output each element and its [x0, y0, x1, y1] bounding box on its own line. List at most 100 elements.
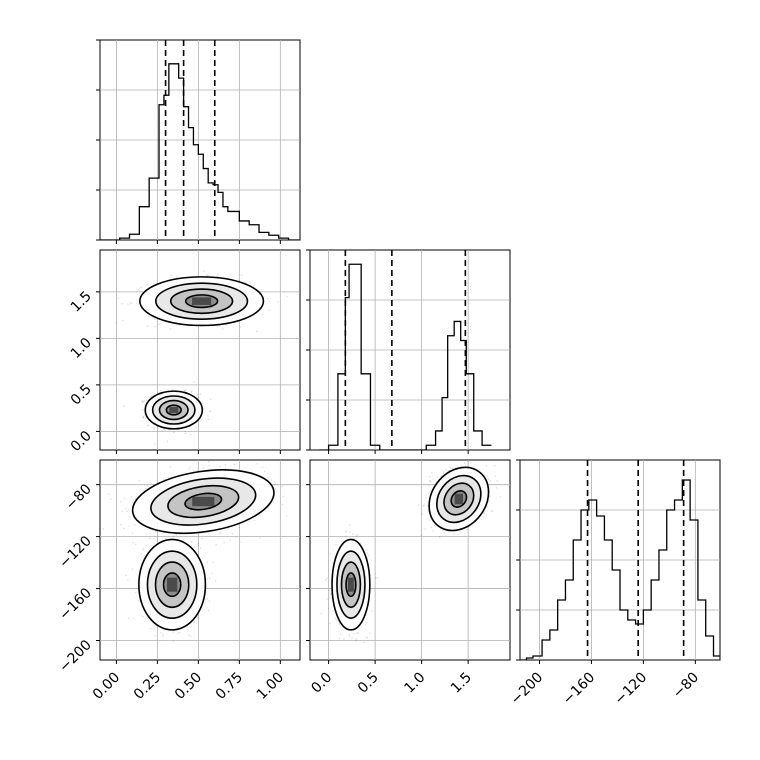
- scatter-point: [132, 541, 134, 544]
- scatter-point: [496, 480, 499, 482]
- scatter-point: [328, 589, 331, 592]
- scatter-point: [176, 632, 179, 635]
- scatter-point: [320, 612, 323, 615]
- scatter-point: [102, 528, 105, 530]
- scatter-point: [184, 389, 186, 392]
- scatter-point: [125, 574, 127, 577]
- scatter-point: [121, 302, 123, 305]
- scatter-point: [219, 465, 222, 468]
- scatter-point: [146, 617, 149, 619]
- scatter-point: [258, 514, 260, 516]
- scatter-point: [356, 533, 359, 536]
- scatter-point: [199, 393, 202, 395]
- scatter-point: [154, 634, 156, 637]
- scatter-point: [189, 635, 192, 637]
- scatter-point: [142, 415, 145, 418]
- scatter-point: [338, 623, 341, 625]
- scatter-point: [355, 535, 358, 537]
- scatter-point: [161, 429, 164, 432]
- scatter-point: [140, 552, 142, 555]
- scatter-point: [357, 632, 360, 635]
- scatter-point: [208, 410, 211, 413]
- scatter-point: [240, 274, 243, 276]
- scatter-point: [169, 466, 172, 468]
- scatter-point: [328, 607, 331, 610]
- scatter-point: [263, 470, 266, 473]
- scatter-point: [126, 510, 128, 513]
- scatter-point: [142, 401, 145, 403]
- scatter-point: [146, 325, 149, 327]
- scatter-point: [364, 624, 367, 626]
- density-peak-1-0: [166, 577, 178, 592]
- scatter-point: [175, 534, 178, 536]
- scatter-point: [248, 520, 251, 523]
- scatter-point: [345, 531, 348, 533]
- scatter-point: [178, 631, 181, 634]
- hist-group-0: [100, 40, 300, 240]
- scatter-point: [329, 597, 331, 599]
- scatter-point: [487, 478, 490, 480]
- scatter-point: [187, 634, 190, 636]
- scatter-point: [203, 408, 205, 411]
- scatter-point: [146, 485, 149, 487]
- scatter-point: [170, 274, 172, 277]
- scatter-point: [219, 325, 221, 327]
- scatter-point: [274, 483, 277, 485]
- scatter-point: [225, 324, 228, 326]
- scatter-point: [348, 635, 351, 638]
- scatter-point: [158, 323, 160, 326]
- scatter-point: [160, 632, 162, 634]
- scatter-point: [142, 547, 144, 550]
- scatter-point: [161, 635, 164, 637]
- scatter-point: [206, 598, 209, 600]
- scatter-point: [240, 541, 242, 543]
- scatter-point: [207, 415, 209, 417]
- scatter-point: [122, 319, 124, 322]
- scatter-point: [193, 381, 195, 383]
- scatter-point: [164, 429, 167, 431]
- scatter-point: [422, 505, 425, 507]
- scatter-point: [221, 328, 224, 330]
- scatter-point: [282, 495, 285, 498]
- scatter-point: [217, 275, 220, 277]
- scatter-point: [135, 302, 138, 304]
- scatter-point: [351, 533, 354, 535]
- scatter-point: [142, 408, 144, 411]
- scatter-point: [486, 475, 489, 477]
- scatter-point: [216, 275, 218, 277]
- scatter-point: [376, 577, 379, 579]
- contour-line-1-1-3: [184, 492, 223, 511]
- scatter-point: [328, 622, 331, 624]
- scatter-point: [144, 417, 147, 419]
- scatter-point: [146, 399, 148, 402]
- scatter-point: [204, 598, 207, 601]
- scatter-point: [143, 489, 145, 492]
- scatter-point: [202, 467, 205, 469]
- scatter-point: [208, 464, 211, 467]
- scatter-point: [133, 523, 136, 526]
- scatter-point: [352, 537, 355, 540]
- scatter-point: [127, 617, 130, 619]
- scatter-point: [120, 523, 122, 526]
- scatter-point: [206, 561, 208, 563]
- scatter-point: [148, 537, 151, 539]
- scatter-point: [130, 302, 133, 305]
- scatter-point: [184, 432, 186, 435]
- scatter-point: [144, 487, 147, 490]
- scatter-point: [285, 515, 288, 518]
- scatter-point: [169, 328, 172, 330]
- contour-line-1-0-1: [146, 550, 198, 619]
- scatter-point: [141, 615, 144, 618]
- scatter-point: [128, 525, 130, 528]
- scatter-point: [326, 577, 328, 579]
- scatter-point: [132, 501, 134, 504]
- scatter-point: [235, 536, 237, 539]
- scatter-point: [171, 388, 174, 391]
- scatter-point: [353, 632, 355, 635]
- scatter-point: [134, 543, 137, 545]
- scatter-point: [489, 495, 492, 498]
- scatter-point: [195, 426, 197, 428]
- scatter-point: [166, 440, 169, 443]
- scatter-point: [162, 633, 164, 635]
- scatter-point: [252, 456, 254, 458]
